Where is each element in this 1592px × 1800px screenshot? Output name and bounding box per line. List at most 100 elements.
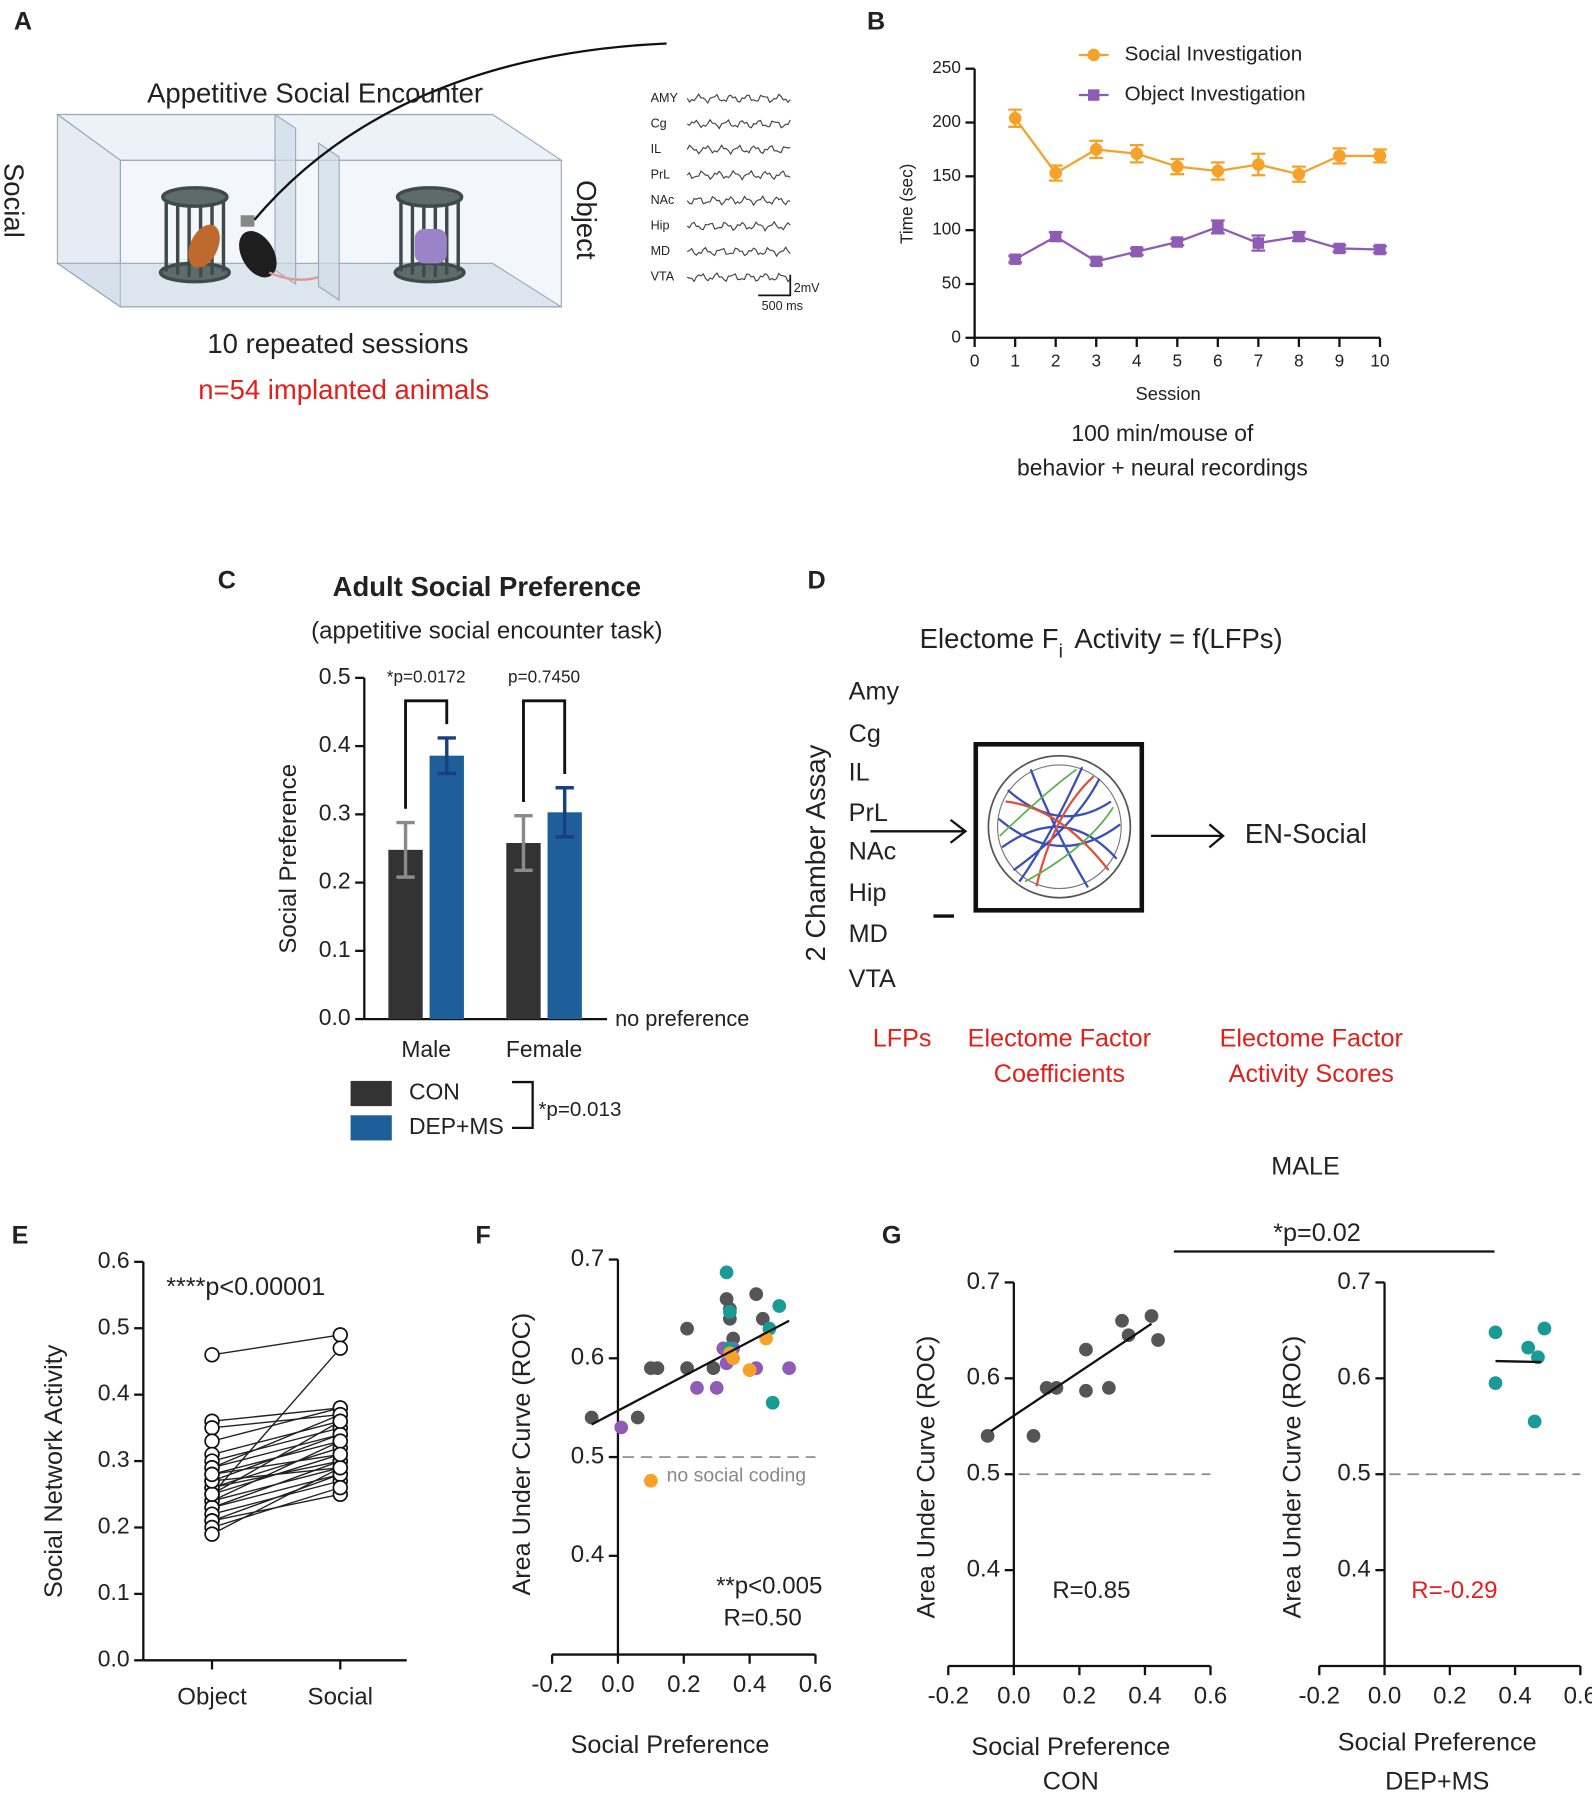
point — [742, 1363, 757, 1378]
y-tick-label: 0.6 — [967, 1364, 1000, 1391]
x-tick-label: 0.6 — [1194, 1682, 1227, 1709]
marker — [1211, 164, 1225, 178]
group-label: CON — [1043, 1767, 1099, 1795]
panel-label: B — [867, 8, 885, 36]
x-tick-label: 0.4 — [1128, 1682, 1161, 1709]
y-tick-label: 0.2 — [319, 868, 351, 894]
point — [1121, 1328, 1136, 1343]
fit-line — [591, 1319, 790, 1426]
point — [749, 1287, 764, 1301]
scale-bar — [758, 274, 792, 297]
caption: behavior + neural recordings — [1017, 455, 1308, 481]
pair-line — [211, 1460, 341, 1509]
pair-line — [211, 1440, 341, 1502]
y-tick-label: 0.1 — [98, 1579, 130, 1605]
pair-line — [211, 1407, 341, 1422]
point — [719, 1265, 734, 1280]
panel-label: E — [12, 1221, 29, 1249]
x-tick-label: Object — [177, 1683, 247, 1710]
x-tick-label: 0.0 — [997, 1682, 1030, 1709]
point — [332, 1413, 349, 1429]
point — [614, 1420, 629, 1435]
panel-label: C — [218, 566, 236, 594]
lfp-trace — [686, 144, 791, 156]
comparison-bracket — [404, 699, 449, 809]
marker — [1252, 237, 1265, 249]
annotation: R=0.85 — [1052, 1577, 1130, 1604]
point — [755, 1311, 770, 1326]
x-axis-label: Social Preference — [571, 1731, 770, 1759]
y-tick-label: 0.3 — [98, 1446, 130, 1472]
y-tick-label: 0.4 — [1337, 1555, 1370, 1582]
group-comparison: *p=0.013 — [538, 1098, 621, 1121]
panel-label: A — [14, 8, 32, 36]
x-tick-label: -0.2 — [1299, 1682, 1340, 1709]
x-tick-label: 0.6 — [799, 1671, 832, 1698]
x-tick-label: 0.4 — [1498, 1682, 1531, 1709]
electome-diagram — [870, 741, 1225, 918]
pair-line — [211, 1347, 341, 1495]
x-tick-label: 0.0 — [1368, 1682, 1401, 1709]
y-tick-label: 0.5 — [319, 663, 351, 689]
region-label: IL — [651, 142, 662, 156]
chart-subtitle: (appetitive social encounter task) — [311, 617, 662, 644]
pair-line — [211, 1413, 341, 1469]
pair-line — [211, 1486, 341, 1529]
annotation: R=-0.29 — [1411, 1577, 1497, 1604]
y-axis-label: Time (sec) — [897, 164, 917, 244]
region-label: MD — [849, 920, 888, 948]
caption: Electome Factor — [1220, 1024, 1403, 1052]
y-tick-label: 0 — [951, 326, 961, 346]
marker — [1373, 149, 1387, 163]
x-tick-label: -0.2 — [928, 1682, 969, 1709]
x-tick-label: Social — [308, 1683, 373, 1710]
region-label: Cg — [849, 720, 881, 748]
point — [332, 1479, 349, 1496]
region-label: IL — [849, 759, 870, 787]
x-tick-label: 7 — [1254, 350, 1264, 370]
point — [765, 1395, 780, 1410]
bar — [547, 812, 582, 1020]
y-tick-label: 0.4 — [571, 1541, 604, 1568]
y-tick-label: 0.5 — [571, 1442, 604, 1469]
legend-label: Object Investigation — [1125, 82, 1306, 105]
pair-line — [211, 1467, 341, 1535]
point — [204, 1347, 220, 1363]
y-tick-label: 0.4 — [98, 1380, 130, 1406]
region-label: Hip — [651, 218, 670, 232]
side-label: Object — [571, 180, 602, 260]
y-tick-label: 0.0 — [98, 1645, 130, 1671]
marker — [1293, 230, 1305, 243]
arena — [55, 42, 667, 308]
caption: 100 min/mouse of — [1071, 420, 1254, 446]
error-bar — [555, 786, 574, 839]
point — [1026, 1429, 1041, 1443]
point — [332, 1446, 349, 1463]
x-tick-label: 0.6 — [1564, 1682, 1592, 1709]
assay-label: 2 Chamber Assay — [800, 744, 831, 961]
x-tick-label: -0.2 — [531, 1671, 572, 1698]
region-label: NAc — [849, 838, 897, 866]
marker — [1089, 143, 1103, 156]
point — [650, 1361, 665, 1376]
point — [332, 1340, 349, 1356]
region-label: Amy — [849, 677, 900, 705]
point — [630, 1410, 645, 1425]
pair-line — [211, 1407, 341, 1442]
point — [204, 1466, 220, 1483]
x-axis-label: Session — [1136, 383, 1201, 404]
y-tick-label: 0.6 — [98, 1247, 130, 1273]
point — [1151, 1333, 1165, 1347]
y-tick-label: 0.1 — [319, 936, 351, 962]
caption: Coefficients — [994, 1060, 1125, 1088]
comparison-bracket — [522, 699, 567, 802]
lfp-trace — [686, 220, 791, 232]
point — [1488, 1376, 1503, 1391]
x-tick-label: 0.0 — [601, 1671, 634, 1698]
point — [782, 1361, 796, 1376]
title-part: Electome F — [920, 623, 1059, 654]
x-tick-label: 0.2 — [667, 1671, 700, 1698]
x-tick-label: 5 — [1173, 350, 1183, 370]
point — [709, 1381, 724, 1395]
chart-title: Adult Social Preference — [333, 571, 641, 602]
